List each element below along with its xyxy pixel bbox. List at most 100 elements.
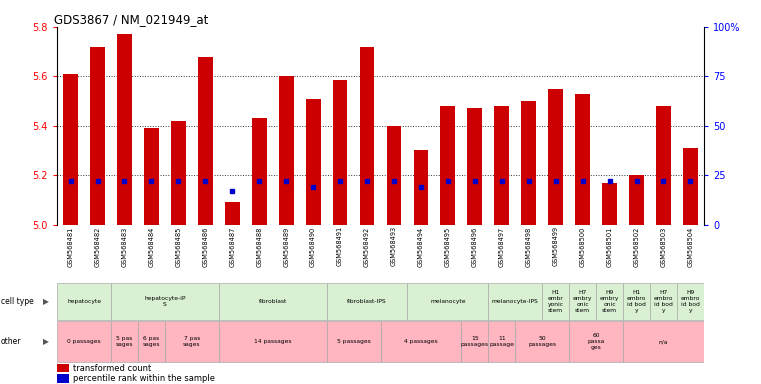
Text: fibroblast-IPS: fibroblast-IPS <box>347 299 387 304</box>
Bar <box>333 80 348 225</box>
Text: fibroblast: fibroblast <box>259 299 287 304</box>
Text: hepatocyte: hepatocyte <box>67 299 101 304</box>
Text: GSM568503: GSM568503 <box>661 227 667 266</box>
Text: GSM568483: GSM568483 <box>122 227 127 266</box>
Bar <box>219 321 326 362</box>
Bar <box>326 321 380 362</box>
Bar <box>548 89 563 225</box>
Bar <box>219 283 326 320</box>
Bar <box>521 101 537 225</box>
Text: GDS3867 / NM_021949_at: GDS3867 / NM_021949_at <box>54 13 209 26</box>
Text: GSM568491: GSM568491 <box>337 227 343 266</box>
Text: GSM568492: GSM568492 <box>364 227 370 266</box>
Bar <box>326 283 407 320</box>
Bar <box>252 118 266 225</box>
Text: 15
passages: 15 passages <box>461 336 489 347</box>
Bar <box>623 283 650 320</box>
Text: GSM568498: GSM568498 <box>526 227 532 266</box>
Text: 7 pas
sages: 7 pas sages <box>183 336 201 347</box>
Text: cell type: cell type <box>1 297 33 306</box>
Bar <box>677 283 704 320</box>
Bar <box>57 364 68 372</box>
Text: GSM568484: GSM568484 <box>148 227 154 267</box>
Text: GSM568502: GSM568502 <box>634 227 639 267</box>
Text: other: other <box>1 337 21 346</box>
Text: GSM568504: GSM568504 <box>687 227 693 267</box>
Text: H7
embro
id bod
y: H7 embro id bod y <box>654 290 673 313</box>
Text: H1
embro
id bod
y: H1 embro id bod y <box>627 290 646 313</box>
Text: GSM568495: GSM568495 <box>445 227 451 266</box>
Bar <box>495 106 509 225</box>
Bar <box>224 202 240 225</box>
Text: H1
embr
yonic
stem: H1 embr yonic stem <box>548 290 564 313</box>
Bar <box>515 321 569 362</box>
Text: hepatocyte-iP
S: hepatocyte-iP S <box>144 296 186 307</box>
Bar <box>623 321 704 362</box>
Text: melanocyte: melanocyte <box>430 299 466 304</box>
Text: H7
embry
onic
stem: H7 embry onic stem <box>573 290 592 313</box>
Bar <box>57 321 111 362</box>
Bar <box>489 321 515 362</box>
Bar <box>57 374 68 383</box>
Bar <box>360 47 374 225</box>
Text: GSM568488: GSM568488 <box>256 227 263 267</box>
Text: GSM568501: GSM568501 <box>607 227 613 266</box>
Bar <box>629 175 644 225</box>
Bar <box>380 321 461 362</box>
Text: GSM568496: GSM568496 <box>472 227 478 266</box>
Bar <box>461 321 489 362</box>
Text: GSM568487: GSM568487 <box>229 227 235 267</box>
Text: GSM568497: GSM568497 <box>498 227 505 266</box>
Text: H9
embry
onic
stem: H9 embry onic stem <box>600 290 619 313</box>
Text: 0 passages: 0 passages <box>67 339 101 344</box>
Bar <box>138 321 165 362</box>
Bar <box>489 283 542 320</box>
Bar <box>602 183 617 225</box>
Text: H9
embro
id bod
y: H9 embro id bod y <box>680 290 700 313</box>
Bar <box>575 94 590 225</box>
Bar <box>387 126 401 225</box>
Bar <box>63 74 78 225</box>
Text: melanocyte-IPS: melanocyte-IPS <box>492 299 539 304</box>
Text: ▶: ▶ <box>43 337 49 346</box>
Bar <box>57 283 111 320</box>
Bar <box>165 321 219 362</box>
Text: 60
passa
ges: 60 passa ges <box>587 333 605 350</box>
Bar <box>407 283 489 320</box>
Text: transformed count: transformed count <box>73 364 151 372</box>
Bar <box>111 283 219 320</box>
Text: GSM568500: GSM568500 <box>580 227 586 267</box>
Text: 50
passages: 50 passages <box>528 336 556 347</box>
Bar <box>441 106 455 225</box>
Text: 11
passage: 11 passage <box>489 336 514 347</box>
Bar <box>683 148 698 225</box>
Text: 4 passages: 4 passages <box>404 339 438 344</box>
Bar <box>117 34 132 225</box>
Text: 5 passages: 5 passages <box>336 339 371 344</box>
Bar <box>596 283 623 320</box>
Bar <box>467 108 482 225</box>
Bar <box>144 128 159 225</box>
Bar <box>569 283 596 320</box>
Bar <box>543 283 569 320</box>
Text: GSM568485: GSM568485 <box>175 227 181 267</box>
Text: GSM568482: GSM568482 <box>94 227 100 267</box>
Text: ▶: ▶ <box>43 297 49 306</box>
Bar <box>198 56 213 225</box>
Text: percentile rank within the sample: percentile rank within the sample <box>73 374 215 383</box>
Text: GSM568499: GSM568499 <box>552 227 559 266</box>
Text: 6 pas
sages: 6 pas sages <box>142 336 160 347</box>
Bar <box>90 47 105 225</box>
Bar <box>650 283 677 320</box>
Text: n/a: n/a <box>659 339 668 344</box>
Text: GSM568494: GSM568494 <box>418 227 424 266</box>
Bar <box>111 321 138 362</box>
Bar <box>306 99 320 225</box>
Bar <box>279 76 294 225</box>
Text: GSM568481: GSM568481 <box>68 227 74 266</box>
Bar <box>569 321 623 362</box>
Text: GSM568490: GSM568490 <box>310 227 316 266</box>
Bar <box>171 121 186 225</box>
Text: 14 passages: 14 passages <box>254 339 291 344</box>
Bar <box>413 151 428 225</box>
